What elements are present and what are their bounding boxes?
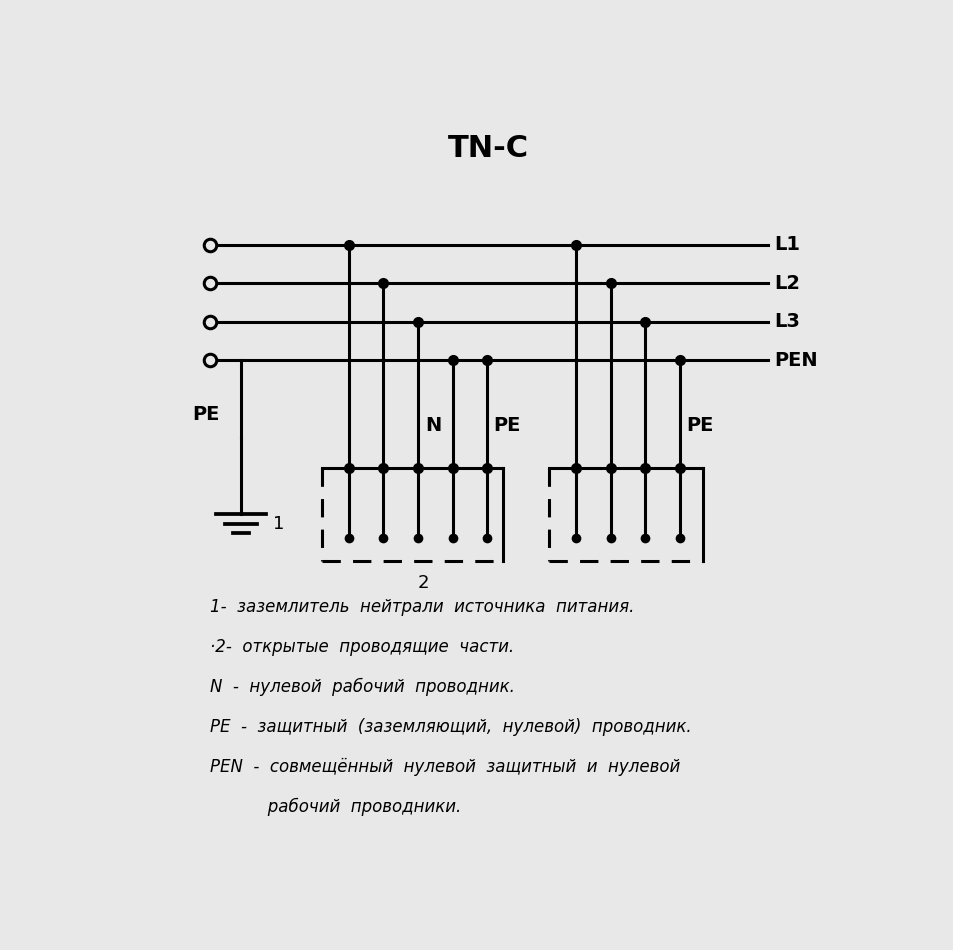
Text: 1: 1	[274, 515, 284, 533]
Text: 2: 2	[417, 575, 429, 593]
Text: рабочий  проводники.: рабочий проводники.	[210, 798, 461, 816]
Text: PEN  -  совмещённый  нулевой  защитный  и  нулевой: PEN - совмещённый нулевой защитный и нул…	[210, 758, 679, 776]
Text: PE: PE	[193, 405, 220, 424]
Text: PEN: PEN	[774, 351, 818, 370]
Text: PE  -  защитный  (заземляющий,  нулевой)  проводник.: PE - защитный (заземляющий, нулевой) про…	[210, 718, 691, 736]
Text: ·2-  открытые  проводящие  части.: ·2- открытые проводящие части.	[210, 637, 514, 656]
Text: PE: PE	[685, 416, 713, 435]
Text: N: N	[425, 416, 441, 435]
Text: L2: L2	[774, 274, 800, 293]
Text: 1-  заземлитель  нейтрали  источника  питания.: 1- заземлитель нейтрали источника питани…	[210, 598, 634, 616]
Text: TN-C: TN-C	[448, 134, 529, 163]
Text: L1: L1	[774, 236, 800, 255]
Text: N  -  нулевой  рабочий  проводник.: N - нулевой рабочий проводник.	[210, 677, 515, 696]
Text: L3: L3	[774, 313, 800, 332]
Text: PE: PE	[493, 416, 520, 435]
